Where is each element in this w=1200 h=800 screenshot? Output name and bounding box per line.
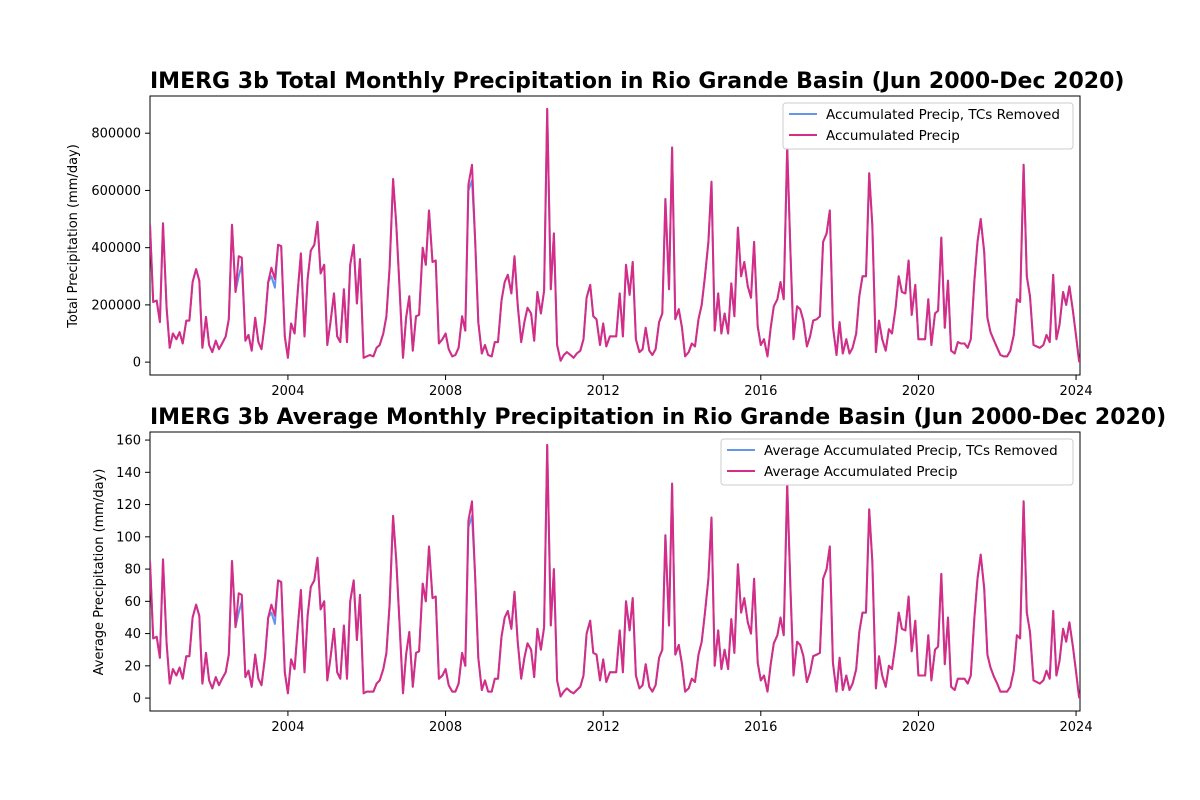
x-tick-label: 2008 <box>429 720 462 735</box>
x-tick-label: 2016 <box>744 384 777 399</box>
y-tick-label: 80 <box>124 563 141 578</box>
x-tick-label: 2020 <box>902 384 935 399</box>
legend-box <box>782 102 1074 150</box>
y-axis-label: Average Precipitation (mm/day) <box>92 469 107 676</box>
y-tick-label: 40 <box>124 627 141 642</box>
y-axis-label: Total Precipitation (mm/day) <box>66 144 81 329</box>
y-tick-label: 60 <box>124 595 141 610</box>
ticks: 2004 2008 2012 2016 2020 2024 0 200000 400000 600… <box>91 127 1092 399</box>
legend: Accumulated Precip, TCs Removed Accumula… <box>782 102 1074 150</box>
average-precip-panel: IMERG 3b Average Monthly Precipitation i… <box>92 405 1166 735</box>
y-tick-label: 140 <box>116 466 141 481</box>
y-tick-label: 600000 <box>91 184 141 199</box>
total-precip-panel: IMERG 3b Total Monthly Precipitation in … <box>66 69 1124 399</box>
y-tick-label: 200000 <box>91 298 141 313</box>
plot-area <box>150 443 1080 699</box>
legend-label-tcs-removed: Accumulated Precip, TCs Removed <box>826 107 1060 123</box>
x-tick-label: 2004 <box>271 720 304 735</box>
chart-title: IMERG 3b Total Monthly Precipitation in … <box>150 69 1124 94</box>
x-tick-label: 2020 <box>902 720 935 735</box>
legend-label-accumulated: Accumulated Precip <box>826 128 960 144</box>
legend-label-accumulated: Average Accumulated Precip <box>764 464 958 480</box>
x-tick-label: 2016 <box>744 720 777 735</box>
y-tick-label: 400000 <box>91 241 141 256</box>
y-tick-label: 120 <box>116 498 141 513</box>
x-tick-label: 2012 <box>587 720 620 735</box>
legend: Average Accumulated Precip, TCs Removed … <box>720 438 1074 486</box>
y-tick-label: 160 <box>116 434 141 449</box>
series-line-accumulated <box>150 443 1080 699</box>
y-tick-label: 0 <box>133 356 141 371</box>
y-tick-label: 0 <box>133 692 141 707</box>
y-tick-label: 800000 <box>91 127 141 142</box>
legend-box <box>720 438 1074 486</box>
x-tick-label: 2012 <box>587 384 620 399</box>
chart-title: IMERG 3b Average Monthly Precipitation i… <box>150 405 1166 430</box>
x-tick-label: 2024 <box>1060 720 1093 735</box>
series-line-accumulated <box>150 107 1080 363</box>
plot-area <box>150 107 1080 363</box>
x-tick-label: 2024 <box>1060 384 1093 399</box>
legend-label-tcs-removed: Average Accumulated Precip, TCs Removed <box>764 443 1058 459</box>
y-tick-label: 100 <box>116 530 141 545</box>
ticks: 2004 2008 2012 2016 2020 2024 0 20 40 60 80 100 120 1… <box>116 434 1092 735</box>
x-tick-label: 2004 <box>271 384 304 399</box>
y-tick-label: 20 <box>124 659 141 674</box>
x-tick-label: 2008 <box>429 384 462 399</box>
